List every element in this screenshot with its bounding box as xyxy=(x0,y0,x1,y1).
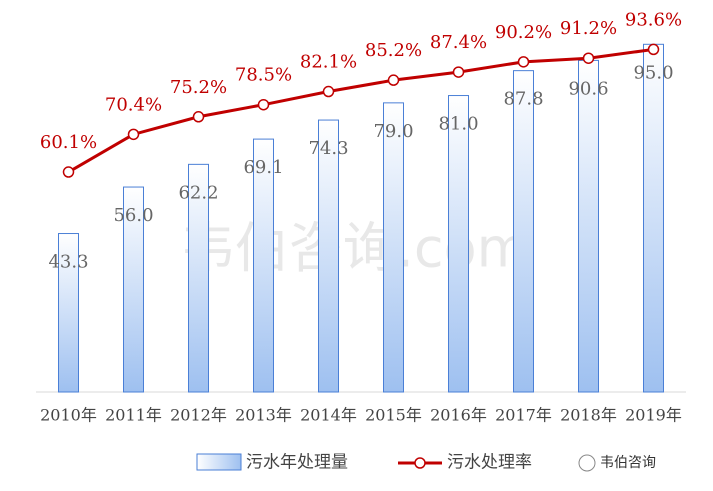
legend-swatch xyxy=(196,453,242,471)
line-marker xyxy=(647,43,660,56)
bar xyxy=(253,138,274,393)
line-value-label: 60.1% xyxy=(40,132,97,153)
line-value-label: 85.2% xyxy=(365,40,422,61)
line-value-label: 93.6% xyxy=(625,9,682,30)
logo: 韦伯咨询 xyxy=(600,455,656,471)
line-value-label: 75.2% xyxy=(170,77,227,98)
legend-label: 污水年处理量 xyxy=(246,453,348,473)
line-marker xyxy=(127,128,140,141)
x-tick-label: 2015年 xyxy=(365,406,422,425)
line-value-label: 90.2% xyxy=(495,22,552,43)
x-tick-label: 2013年 xyxy=(235,406,292,425)
x-tick-label: 2017年 xyxy=(495,406,552,425)
bar-value-label: 95.0 xyxy=(633,62,673,83)
bar-value-label: 74.3 xyxy=(308,138,348,159)
logo-icon xyxy=(578,454,596,472)
bar-value-label: 90.6 xyxy=(568,78,608,99)
line-marker xyxy=(387,74,400,86)
bar xyxy=(513,70,534,393)
bar-value-label: 79.0 xyxy=(373,121,413,142)
x-tick-label: 2010年 xyxy=(40,406,97,425)
line-marker xyxy=(517,56,530,68)
line-value-label: 87.4% xyxy=(430,32,487,53)
bar-value-label: 69.1 xyxy=(243,157,283,178)
line-marker xyxy=(322,85,335,98)
x-tick-label: 2018年 xyxy=(560,406,617,425)
line-marker xyxy=(62,166,75,178)
bar xyxy=(643,43,664,393)
bar-value-label: 56.0 xyxy=(113,205,153,226)
bar xyxy=(188,163,209,393)
watermark: 韦伯咨询.com xyxy=(181,217,530,280)
line-marker xyxy=(257,98,270,111)
line-value-label: 78.5% xyxy=(235,65,292,86)
legend-label: 污水处理率 xyxy=(447,453,532,473)
line-value-label: 91.2% xyxy=(560,18,617,39)
bar-value-label: 81.0 xyxy=(438,114,478,135)
bar-value-label: 43.3 xyxy=(48,252,88,273)
bar xyxy=(578,59,599,393)
line-marker xyxy=(192,111,205,123)
bar xyxy=(58,233,79,393)
bar xyxy=(383,102,404,393)
bar xyxy=(448,95,469,393)
line-value-label: 82.1% xyxy=(300,52,357,73)
line xyxy=(67,47,654,174)
line-marker xyxy=(452,66,465,78)
x-tick-label: 2019年 xyxy=(625,406,682,425)
x-tick-label: 2016年 xyxy=(430,406,487,425)
line-value-label: 70.4% xyxy=(105,94,162,115)
x-tick-label: 2011年 xyxy=(105,406,162,425)
line-marker xyxy=(582,52,595,64)
bar xyxy=(123,186,144,393)
bar-value-label: 62.2 xyxy=(178,182,218,203)
bar xyxy=(318,119,339,393)
x-tick-label: 2012年 xyxy=(170,406,227,425)
bar-value-label: 87.8 xyxy=(503,89,543,110)
legend-marker xyxy=(414,457,426,469)
x-tick-label: 2014年 xyxy=(300,406,357,425)
